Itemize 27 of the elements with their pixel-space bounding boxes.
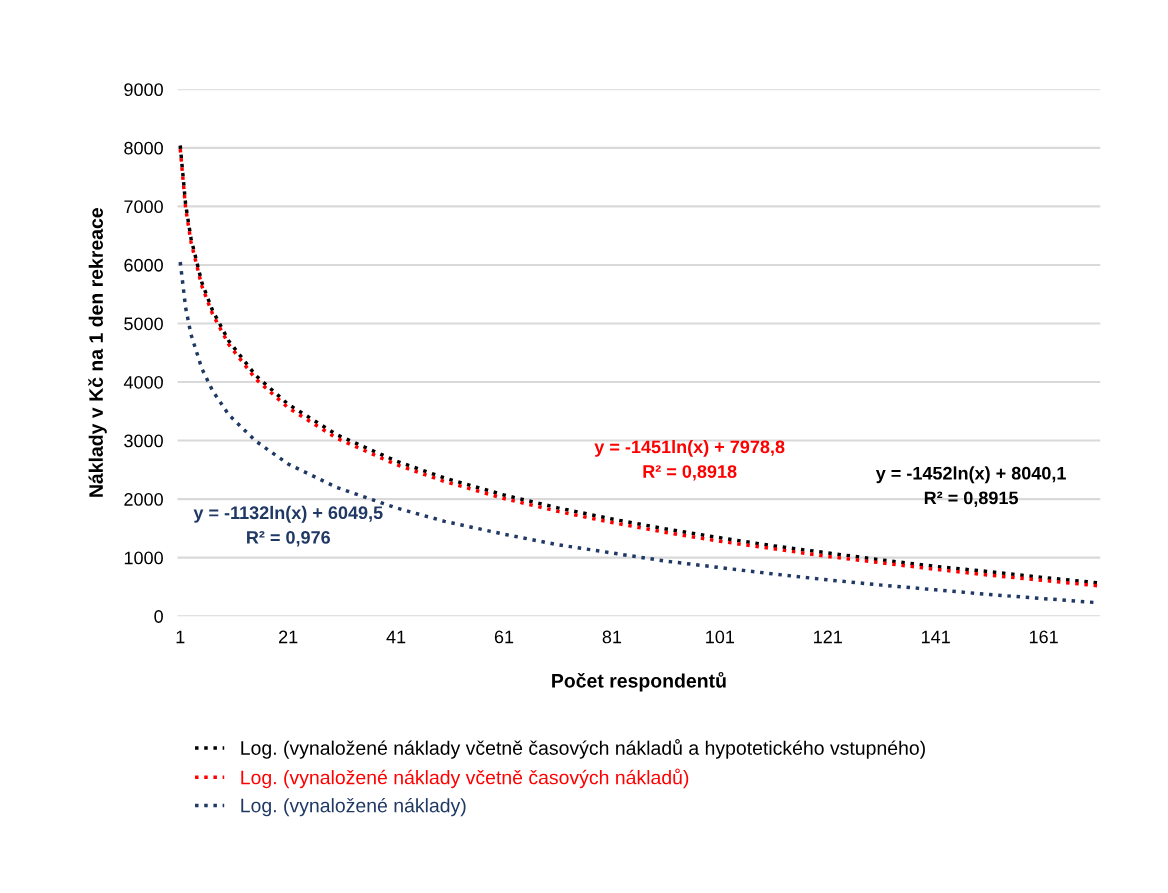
x-tick-label: 101 <box>706 630 735 644</box>
annotation: y = -1132ln(x) + 6049,5 R² = 0,976 <box>193 505 383 547</box>
y-tick-label: 8000 <box>124 141 163 155</box>
y-tick-label: 1000 <box>124 551 163 565</box>
x-tick-label: 61 <box>494 630 514 644</box>
y-tick-label: 7000 <box>124 200 163 214</box>
legend-label: Log. (vynaložené náklady včetně časových nákladů) <box>241 768 689 789</box>
annotation: y = -1451ln(x) + 7978,8 R² = 0,8918 <box>594 439 785 481</box>
x-tick-label: 161 <box>1029 630 1058 644</box>
x-tick-label: 121 <box>814 630 842 644</box>
y-axis-title: Náklady v Kč na 1 den rekreace <box>88 208 107 497</box>
y-tick-label: 5000 <box>124 317 163 331</box>
y-tick-label: 0 <box>154 610 163 623</box>
legend-label: Log. (vynaložené náklady včetně časových nákladů a hypotetického vstupného) <box>241 739 925 759</box>
x-tick-label: 41 <box>386 630 406 644</box>
x-tick-label: 1 <box>176 630 185 644</box>
y-tick-label: 6000 <box>124 258 163 272</box>
y-tick-label: 4000 <box>123 375 163 389</box>
x-tick-label: 141 <box>921 630 950 644</box>
x-tick-label: 81 <box>602 630 622 644</box>
y-tick-label: 2000 <box>124 493 163 506</box>
y-tick-label: 9000 <box>124 83 163 97</box>
legend-label: Log. (vynaložené náklady) <box>241 797 466 817</box>
x-axis-title: Počet respondentů <box>552 671 726 692</box>
annotation: y = -1452ln(x) + 8040,1 R² = 0,8915 <box>875 466 1066 507</box>
y-tick-label: 3000 <box>124 434 163 448</box>
x-tick-label: 21 <box>279 630 298 644</box>
